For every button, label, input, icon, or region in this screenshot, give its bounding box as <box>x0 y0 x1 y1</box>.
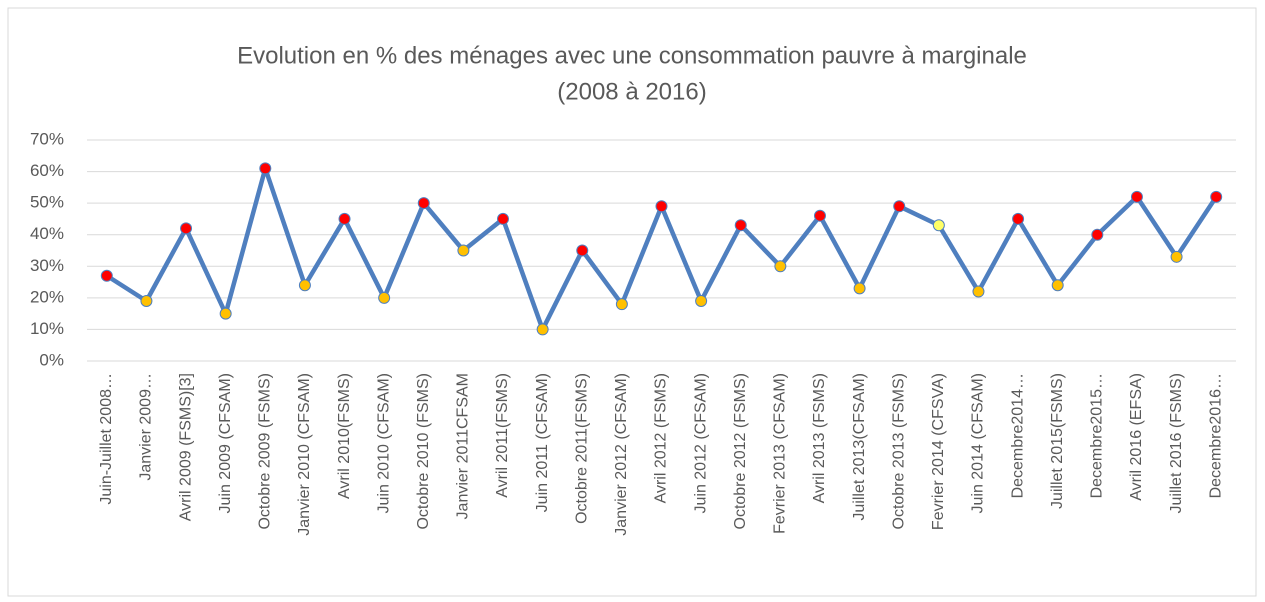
x-tick-label: Avril 2009 (FSMS)[3] <box>177 373 194 521</box>
chart-border <box>7 7 1257 597</box>
x-tick-label: Janvier 2009… <box>138 373 155 481</box>
x-tick-label: Juin 2014 (CFSAM) <box>970 373 987 514</box>
data-point <box>1091 228 1104 241</box>
x-tick-label: Juillet 2016 (FSMS) <box>1168 373 1185 514</box>
x-tick-label: Janvier 2010 (CFSAM) <box>296 373 313 536</box>
data-point <box>734 219 747 232</box>
x-tick-label: Decembre2016… <box>1207 373 1224 498</box>
data-point <box>576 244 589 257</box>
data-point <box>853 282 866 295</box>
y-tick-label: 40% <box>30 224 64 243</box>
y-tick-label: 10% <box>30 319 64 338</box>
y-tick-label: 70% <box>30 129 64 148</box>
x-tick-label: Juin 2010 (CFSAM) <box>375 373 392 514</box>
x-tick-label: Janvier 2012 (CFSAM) <box>613 373 630 536</box>
data-point <box>1170 250 1183 263</box>
data-point <box>338 212 351 225</box>
x-tick-label: Juillet 2013(CFSAM) <box>851 373 868 521</box>
x-tick-label: Octobre 2010 (FSMS) <box>415 373 432 529</box>
data-point <box>457 244 470 257</box>
x-tick-label: Avril 2011(FSMS) <box>494 373 511 498</box>
x-tick-label: Juin 2009 (CFSAM) <box>217 373 234 514</box>
data-point <box>774 260 787 273</box>
data-point <box>180 222 193 235</box>
data-point <box>932 219 945 232</box>
data-point <box>1012 212 1025 225</box>
x-tick-label: Fevrier 2013 (CFSAM) <box>772 373 789 534</box>
data-point <box>100 269 113 282</box>
data-point <box>378 291 391 304</box>
x-tick-label: Octobre 2012 (FSMS) <box>732 373 749 530</box>
x-tick-label: Juin 2012 (CFSAM) <box>692 373 709 514</box>
x-tick-label: Fevrier 2014 (CFSVA) <box>930 373 947 530</box>
data-point <box>417 197 430 210</box>
x-tick-label: Avril 2013 (FSMS) <box>811 373 828 503</box>
y-tick-label: 60% <box>30 161 64 180</box>
data-point <box>536 323 549 336</box>
data-point <box>1210 190 1223 203</box>
data-point <box>695 295 708 308</box>
x-tick-label: Octobre 2013 (FSMS) <box>890 373 907 530</box>
x-tick-label: Janvier 2011CFSAM <box>455 373 472 519</box>
data-point <box>972 285 985 298</box>
data-point <box>259 162 272 175</box>
x-tick-label: Octobre 2011(FSMS) <box>573 373 590 524</box>
chart-title: Evolution en % des ménages avec une cons… <box>237 42 1027 69</box>
x-tick-label: Juin 2011 (CFSAM) <box>534 373 551 512</box>
data-point <box>1130 190 1143 203</box>
chart-subtitle: (2008 à 2016) <box>557 78 706 105</box>
data-point <box>893 200 906 213</box>
data-point <box>497 212 510 225</box>
data-point <box>813 209 826 222</box>
x-tick-label: Avril 2012 (FSMS) <box>653 373 670 503</box>
x-tick-label: Avril 2016 (EFSA) <box>1128 373 1145 501</box>
data-point <box>140 295 153 308</box>
data-point <box>1051 279 1064 292</box>
data-point <box>655 200 668 213</box>
data-point <box>615 298 628 311</box>
x-tick-label: Decembre2014… <box>1009 373 1026 498</box>
x-tick-label: Juin-Juillet 2008… <box>98 373 115 505</box>
x-tick-label: Decembre2015… <box>1089 373 1106 498</box>
y-tick-label: 0% <box>39 350 64 369</box>
y-tick-label: 30% <box>30 256 64 275</box>
x-tick-label: Avril 2010(FSMS) <box>336 373 353 499</box>
data-point <box>298 279 311 292</box>
x-tick-label: Juillet 2015(FSMS) <box>1049 373 1066 509</box>
y-tick-label: 50% <box>30 193 64 212</box>
data-point <box>219 307 232 320</box>
y-tick-label: 20% <box>30 287 64 306</box>
x-tick-label: Octobre 2009 (FSMS) <box>257 373 274 530</box>
